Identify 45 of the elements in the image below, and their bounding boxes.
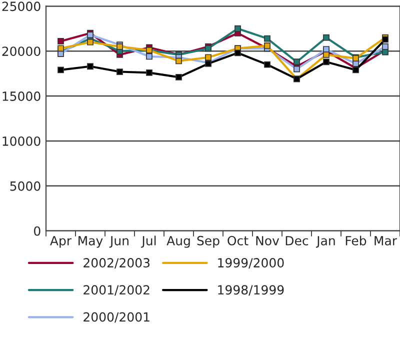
point xyxy=(323,34,330,41)
point xyxy=(264,42,270,49)
point xyxy=(323,58,330,66)
x-tick-label: Oct xyxy=(228,236,248,246)
y-tick-label: 0 xyxy=(34,226,40,236)
y-tick-label: 25000 xyxy=(2,2,40,12)
point xyxy=(146,53,152,60)
point xyxy=(294,58,300,66)
x-tick-label: Aug xyxy=(166,236,190,248)
legend-label: 2002/2003 xyxy=(84,258,150,268)
point xyxy=(294,66,300,72)
y-tick-label: 15000 xyxy=(2,92,40,101)
point xyxy=(87,63,94,70)
legend-label: 2001/2002 xyxy=(84,285,150,296)
point xyxy=(176,58,182,64)
y-tick-label: 20000 xyxy=(2,46,40,56)
point xyxy=(116,68,123,75)
x-tick-label: Mar xyxy=(374,236,398,246)
point xyxy=(58,45,64,52)
point xyxy=(58,66,64,74)
point xyxy=(146,69,152,76)
x-tick-label: Feb xyxy=(346,236,366,246)
point xyxy=(234,50,241,56)
point xyxy=(205,54,212,61)
y-tick-label: 5000 xyxy=(10,181,40,191)
point xyxy=(264,61,270,68)
x-tick-label: Apr xyxy=(50,236,72,248)
legend-label: 2000/2001 xyxy=(84,312,150,323)
legend-label: 1998/1999 xyxy=(218,285,284,296)
point xyxy=(234,25,241,32)
x-tick-label: Jan xyxy=(316,236,335,248)
y-tick-label: 10000 xyxy=(2,136,40,146)
legend-label: 1999/2000 xyxy=(218,258,284,268)
x-tick-label: Sep xyxy=(197,236,220,248)
point xyxy=(264,35,270,42)
point xyxy=(323,51,330,58)
point xyxy=(176,74,182,80)
x-tick-label: Jul xyxy=(141,236,156,248)
x-tick-label: Dec xyxy=(286,236,308,246)
point xyxy=(58,38,64,44)
point xyxy=(87,38,94,46)
x-tick-label: Jun xyxy=(109,236,128,248)
point xyxy=(382,43,388,50)
x-tick-label: May xyxy=(78,236,103,248)
x-tick-label: Nov xyxy=(256,236,280,246)
